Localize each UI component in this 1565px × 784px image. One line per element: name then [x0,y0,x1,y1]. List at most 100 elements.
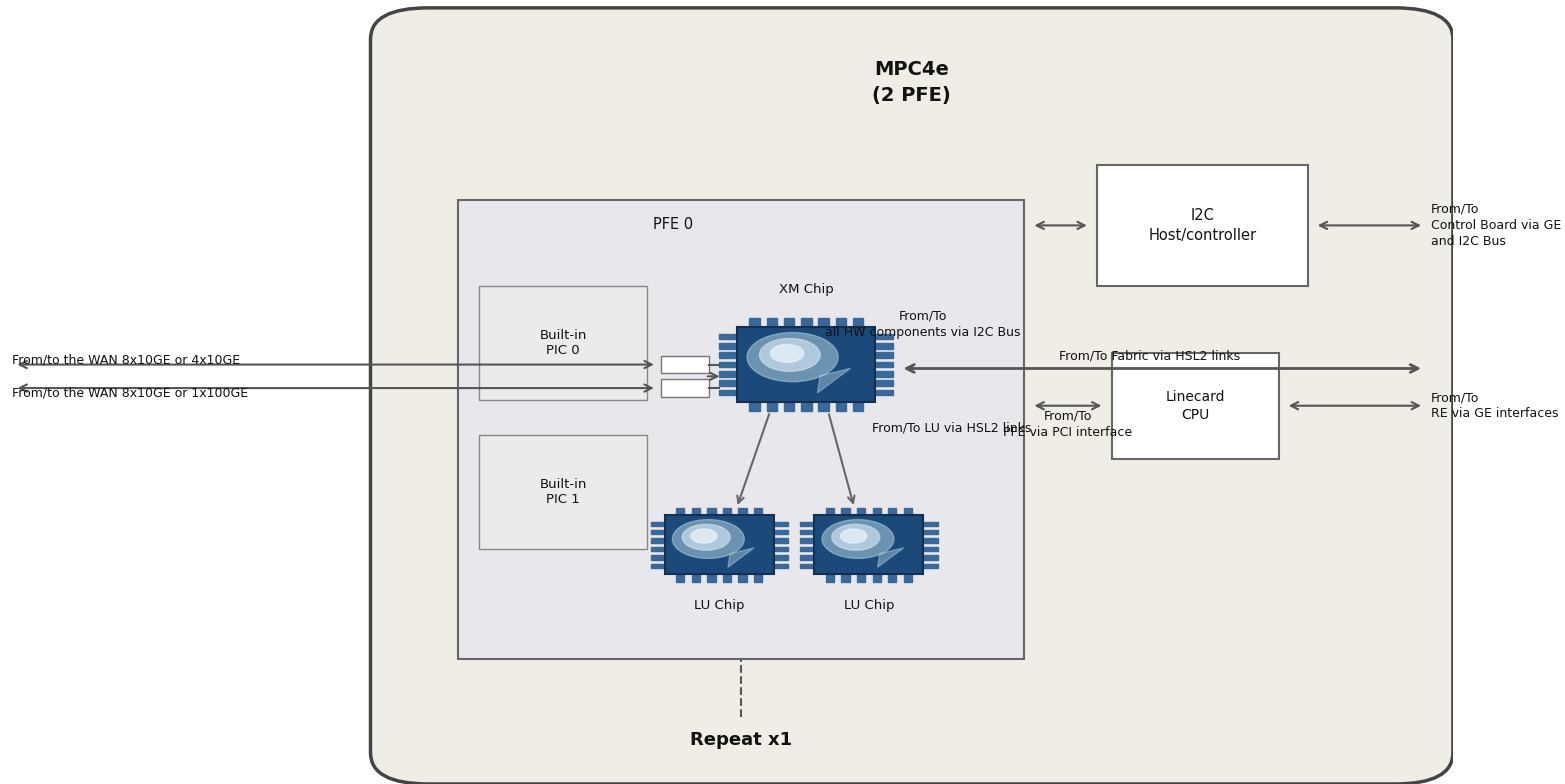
FancyBboxPatch shape [1097,165,1308,286]
Bar [903,508,912,516]
Bar [800,547,814,551]
Bar [692,508,700,516]
Bar [875,371,894,376]
Text: From/To Fabric via HSL2 links: From/To Fabric via HSL2 links [1060,349,1239,362]
Text: Built-in
PIC 0: Built-in PIC 0 [540,329,587,357]
Bar [750,401,759,412]
Text: Repeat x1: Repeat x1 [690,731,792,750]
Circle shape [690,529,717,543]
Bar [660,356,709,373]
Bar [707,508,715,516]
Bar [923,564,937,568]
Polygon shape [878,548,903,568]
Bar [800,530,814,535]
Bar [665,516,773,574]
Bar [707,574,715,582]
Circle shape [770,344,803,362]
Text: Built-in
PIC 1: Built-in PIC 1 [540,478,587,506]
FancyBboxPatch shape [479,286,646,400]
Bar [754,508,762,516]
Bar [800,564,814,568]
Text: LU Chip: LU Chip [844,599,894,612]
Bar [767,318,778,328]
Bar [801,318,812,328]
Bar [676,508,684,516]
Bar [651,547,665,551]
Bar [739,508,747,516]
Bar [723,508,731,516]
Bar [651,521,665,526]
Bar [858,574,865,582]
Bar [720,371,737,376]
Bar [853,401,864,412]
Circle shape [840,529,867,543]
FancyBboxPatch shape [371,8,1452,784]
Bar [923,521,937,526]
Bar [720,380,737,386]
Bar [836,401,847,412]
Bar [773,521,787,526]
Text: From/to the WAN 8x10GE or 1x100GE: From/to the WAN 8x10GE or 1x100GE [11,387,247,399]
Bar [737,328,875,401]
Text: XM Chip: XM Chip [779,283,834,296]
Bar [773,547,787,551]
Bar [826,508,834,516]
Circle shape [822,520,894,558]
Bar [826,574,834,582]
Bar [801,401,812,412]
Circle shape [759,339,820,372]
Bar [651,564,665,568]
Bar [651,555,665,560]
Bar [875,343,894,349]
FancyBboxPatch shape [479,435,646,549]
Bar [720,390,737,395]
Text: LU Chip: LU Chip [693,599,745,612]
Polygon shape [728,548,754,568]
Bar [720,361,737,368]
Bar [784,401,795,412]
Text: From/To
Control Board via GE
and I2C Bus: From/To Control Board via GE and I2C Bus [1430,203,1562,248]
Bar [853,318,864,328]
Text: MPC4e
(2 PFE): MPC4e (2 PFE) [872,60,952,105]
Bar [818,401,829,412]
Bar [873,574,881,582]
Bar [873,508,881,516]
Bar [818,318,829,328]
Bar [754,574,762,582]
Bar [875,390,894,395]
Bar [773,564,787,568]
Bar [773,530,787,535]
Bar [923,555,937,560]
Text: I2C
Host/controller: I2C Host/controller [1149,208,1257,243]
Bar [773,539,787,543]
Bar [692,574,700,582]
Bar [800,521,814,526]
Bar [739,574,747,582]
Text: PFE 0: PFE 0 [653,217,693,232]
Text: From/to the WAN 8x10GE or 4x10GE: From/to the WAN 8x10GE or 4x10GE [11,354,239,366]
Bar [923,547,937,551]
Bar [923,539,937,543]
Bar [923,530,937,535]
Bar [875,361,894,368]
Bar [723,574,731,582]
Circle shape [833,524,880,550]
Text: From/To
RE via GE interfaces: From/To RE via GE interfaces [1430,391,1559,420]
Text: From/To
all HW components via I2C Bus: From/To all HW components via I2C Bus [825,310,1020,339]
Bar [720,343,737,349]
Bar [836,318,847,328]
Bar [750,318,759,328]
Circle shape [682,524,731,550]
Text: Linecard
CPU: Linecard CPU [1166,390,1225,422]
Bar [767,401,778,412]
Bar [651,539,665,543]
Bar [660,379,709,397]
Text: From/To
PFE via PCI interface: From/To PFE via PCI interface [1003,410,1133,438]
Bar [875,334,894,339]
FancyBboxPatch shape [1111,353,1279,459]
FancyBboxPatch shape [457,200,1025,659]
Bar [651,530,665,535]
Bar [676,574,684,582]
Polygon shape [817,368,850,393]
Bar [887,508,897,516]
